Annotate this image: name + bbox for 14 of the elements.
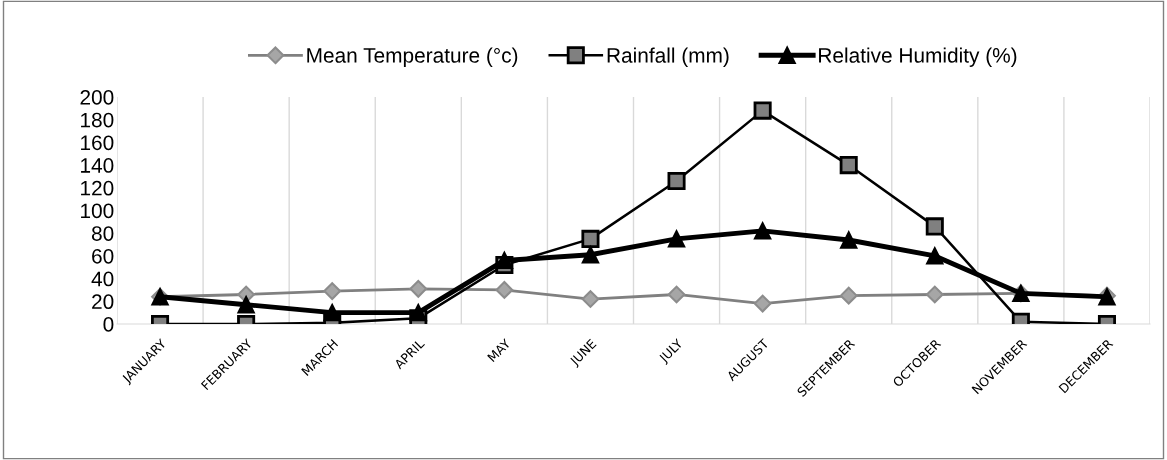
y-tick-label: 160 [81, 135, 114, 151]
y-tick-label: 0 [103, 317, 114, 332]
y-tick-label: 180 [81, 112, 114, 128]
y-tick-label: 20 [92, 294, 114, 310]
y-tick-label: 200 [80, 90, 114, 105]
y-tick-label: 60 [92, 248, 114, 264]
legend-label: Rainfall (mm) [607, 47, 729, 67]
y-tick-label: 80 [91, 226, 114, 241]
y-tick-label: 40 [91, 271, 114, 287]
y-tick-label: 120 [81, 180, 114, 196]
legend-label: Mean Temperature (°c) [307, 47, 518, 67]
y-tick-label: 140 [81, 158, 114, 173]
y-tick-label: 100 [81, 203, 114, 219]
legend-label: Relative Humidity (%) [819, 47, 1017, 67]
